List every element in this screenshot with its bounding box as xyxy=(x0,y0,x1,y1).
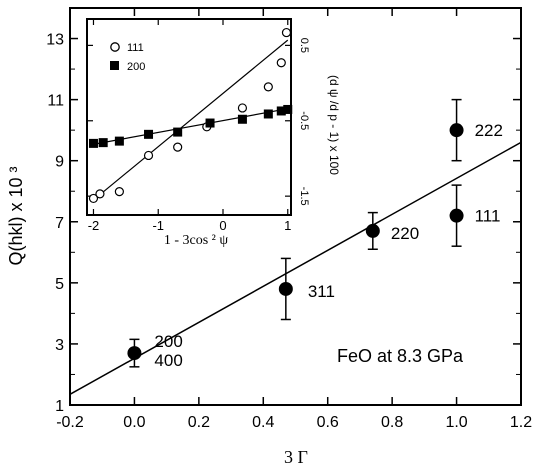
inset-y-axis-label: (d ψ /d p - 1) x 100 xyxy=(327,75,341,175)
legend-200-marker xyxy=(110,61,119,70)
main-y-tick-label: 11 xyxy=(47,93,64,110)
inset-y-tick-label: -1.5 xyxy=(298,187,310,206)
main-data-point xyxy=(449,123,464,138)
main-fit-line xyxy=(69,141,522,395)
main-data-point xyxy=(449,208,464,223)
inset-point-200 xyxy=(98,138,108,148)
main-y-tick-label: 1 xyxy=(55,398,64,415)
inset-point-111 xyxy=(173,142,183,152)
main-data-point xyxy=(278,281,293,296)
main-x-tick-label: -0.2 xyxy=(56,414,84,431)
inset-point-111 xyxy=(95,189,105,199)
main-y-tick-label: 7 xyxy=(55,215,64,232)
inset-point-200 xyxy=(276,106,286,116)
inset-point-111 xyxy=(237,103,248,113)
main-plot-frame xyxy=(69,7,522,406)
inset-legend: 111 200 xyxy=(110,42,145,73)
inset-plot-frame xyxy=(86,18,292,216)
inset-point-200 xyxy=(173,127,183,137)
main-y-tick-label: 5 xyxy=(55,276,64,293)
main-x-tick-label: 0.8 xyxy=(381,414,403,431)
inset-point-200 xyxy=(114,136,124,146)
inset-point-200 xyxy=(263,109,273,119)
inset-point-200 xyxy=(237,114,247,124)
main-point-label: 200 400 xyxy=(154,332,182,370)
main-y-tick-label: 13 xyxy=(46,32,64,49)
inset-point-200 xyxy=(144,129,154,139)
main-data-point xyxy=(365,223,380,238)
main-data-point xyxy=(127,346,142,361)
main-y-axis-label: Q(hkl) x 10 ³ xyxy=(6,166,26,265)
legend-200-label: 200 xyxy=(127,61,145,73)
inset-x-tick-label: -1 xyxy=(152,218,164,233)
main-point-label: 220 xyxy=(391,224,419,243)
main-x-tick-label: 0.6 xyxy=(317,414,339,431)
inset-point-111 xyxy=(143,150,154,161)
main-point-label: 222 xyxy=(475,121,503,140)
inset-point-111 xyxy=(281,27,292,38)
inset-point-111 xyxy=(276,58,286,68)
inset-point-111 xyxy=(114,187,124,197)
main-x-tick-label: 0.2 xyxy=(188,414,210,431)
main-point-label: 111 xyxy=(475,207,501,226)
inset-x-tick-label: -2 xyxy=(88,218,100,233)
legend-111-marker xyxy=(110,42,120,52)
inset-point-200 xyxy=(283,104,293,114)
inset-point-111 xyxy=(263,82,273,92)
inset-point-200 xyxy=(205,118,215,128)
inset-x-tick-label: 0 xyxy=(219,218,226,233)
inset-x-axis-label: 1 - 3cos ² ψ xyxy=(164,233,229,248)
inset-x-tick-label: 1 xyxy=(284,218,291,233)
main-x-tick-label: 0.4 xyxy=(252,414,274,431)
main-annotation: FeO at 8.3 GPa xyxy=(337,346,464,366)
main-x-tick-label: 1.0 xyxy=(445,414,467,431)
inset-fit-line-111 xyxy=(93,39,289,201)
main-x-axis-label: 3 Γ xyxy=(284,447,308,467)
main-y-tick-label: 9 xyxy=(55,154,64,171)
main-point-label: 311 xyxy=(308,282,335,301)
main-x-tick-label: 1.2 xyxy=(510,414,532,431)
inset-point-200 xyxy=(88,138,98,148)
inset-y-tick-label: 0.5 xyxy=(298,38,310,53)
inset-point-111 xyxy=(88,193,99,204)
main-y-tick-label: 3 xyxy=(55,337,64,354)
main-x-tick-label: 0.0 xyxy=(123,414,145,431)
inset-y-tick-label: -0.5 xyxy=(298,111,310,130)
legend-111-label: 111 xyxy=(127,42,144,54)
